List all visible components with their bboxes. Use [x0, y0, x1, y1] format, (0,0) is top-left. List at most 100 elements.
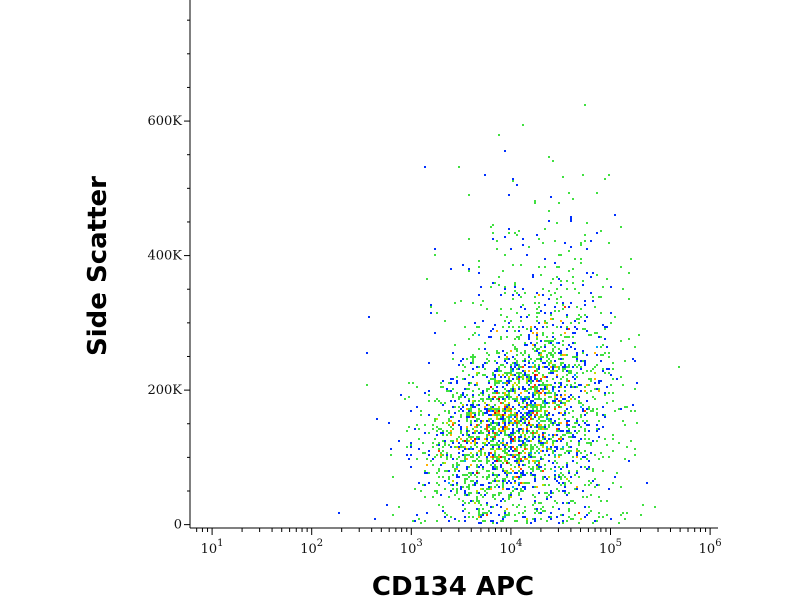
- event-point: [522, 442, 524, 444]
- event-point: [438, 468, 440, 470]
- event-point: [472, 394, 474, 396]
- event-point: [502, 364, 504, 366]
- event-point: [560, 406, 562, 408]
- event-point: [376, 418, 378, 420]
- event-point: [532, 408, 534, 410]
- event-point: [518, 504, 520, 506]
- event-point: [468, 430, 470, 432]
- event-point: [570, 220, 572, 222]
- event-point: [476, 492, 478, 494]
- event-point: [494, 374, 496, 376]
- event-point: [522, 450, 524, 452]
- event-point: [424, 496, 426, 498]
- event-point: [546, 448, 548, 450]
- event-point: [474, 438, 476, 440]
- event-point: [576, 454, 578, 456]
- event-point: [476, 464, 478, 466]
- event-point: [468, 238, 470, 240]
- event-point: [524, 510, 526, 512]
- event-point: [450, 378, 452, 380]
- event-point: [452, 464, 454, 466]
- event-point: [494, 410, 496, 412]
- event-point: [564, 390, 566, 392]
- event-point: [512, 414, 514, 416]
- event-point: [410, 466, 412, 468]
- event-point: [484, 342, 486, 344]
- event-point: [528, 430, 530, 432]
- event-point: [502, 326, 504, 328]
- event-point: [476, 458, 478, 460]
- event-point: [470, 500, 472, 502]
- event-point: [516, 454, 518, 456]
- event-point: [492, 448, 494, 450]
- event-point: [542, 478, 544, 480]
- event-point: [532, 406, 534, 408]
- event-point: [556, 404, 558, 406]
- event-point: [512, 450, 514, 452]
- event-point: [566, 424, 568, 426]
- event-point: [540, 404, 542, 406]
- event-point: [494, 456, 496, 458]
- event-point: [536, 378, 538, 380]
- event-point: [568, 270, 570, 272]
- event-point: [540, 424, 542, 426]
- event-point: [512, 344, 514, 346]
- event-point: [570, 446, 572, 448]
- event-point: [572, 386, 574, 388]
- event-point: [494, 444, 496, 446]
- event-point: [450, 446, 452, 448]
- event-point: [442, 422, 444, 424]
- event-point: [480, 454, 482, 456]
- event-point: [518, 382, 520, 384]
- event-point: [552, 324, 554, 326]
- event-point: [600, 230, 602, 232]
- event-point: [544, 398, 546, 400]
- event-point: [498, 444, 500, 446]
- event-point: [576, 318, 578, 320]
- event-point: [554, 396, 556, 398]
- event-point: [552, 318, 554, 320]
- event-point: [572, 342, 574, 344]
- event-point: [576, 328, 578, 330]
- event-point: [498, 408, 500, 410]
- event-point: [492, 468, 494, 470]
- event-point: [528, 246, 530, 248]
- event-point: [512, 384, 514, 386]
- event-point: [558, 366, 560, 368]
- event-point: [536, 420, 538, 422]
- event-point: [506, 356, 508, 358]
- event-point: [558, 522, 560, 524]
- event-point: [522, 398, 524, 400]
- event-point: [550, 318, 552, 320]
- event-point: [514, 440, 516, 442]
- event-point: [522, 456, 524, 458]
- event-point: [456, 490, 458, 492]
- event-point: [506, 352, 508, 354]
- event-point: [544, 468, 546, 470]
- event-point: [584, 456, 586, 458]
- event-point: [534, 460, 536, 462]
- event-point: [492, 422, 494, 424]
- event-point: [496, 392, 498, 394]
- event-point: [554, 306, 556, 308]
- event-point: [556, 440, 558, 442]
- event-point: [604, 372, 606, 374]
- event-point: [484, 362, 486, 364]
- event-point: [550, 366, 552, 368]
- event-point: [428, 472, 430, 474]
- event-point: [474, 426, 476, 428]
- event-point: [512, 486, 514, 488]
- event-point: [514, 412, 516, 414]
- event-point: [572, 416, 574, 418]
- event-point: [520, 352, 522, 354]
- event-point: [538, 410, 540, 412]
- event-point: [560, 484, 562, 486]
- event-point: [560, 394, 562, 396]
- event-point: [476, 326, 478, 328]
- event-point: [468, 476, 470, 478]
- event-point: [488, 482, 490, 484]
- event-point: [528, 360, 530, 362]
- event-point: [538, 416, 540, 418]
- event-point: [610, 374, 612, 376]
- event-point: [566, 420, 568, 422]
